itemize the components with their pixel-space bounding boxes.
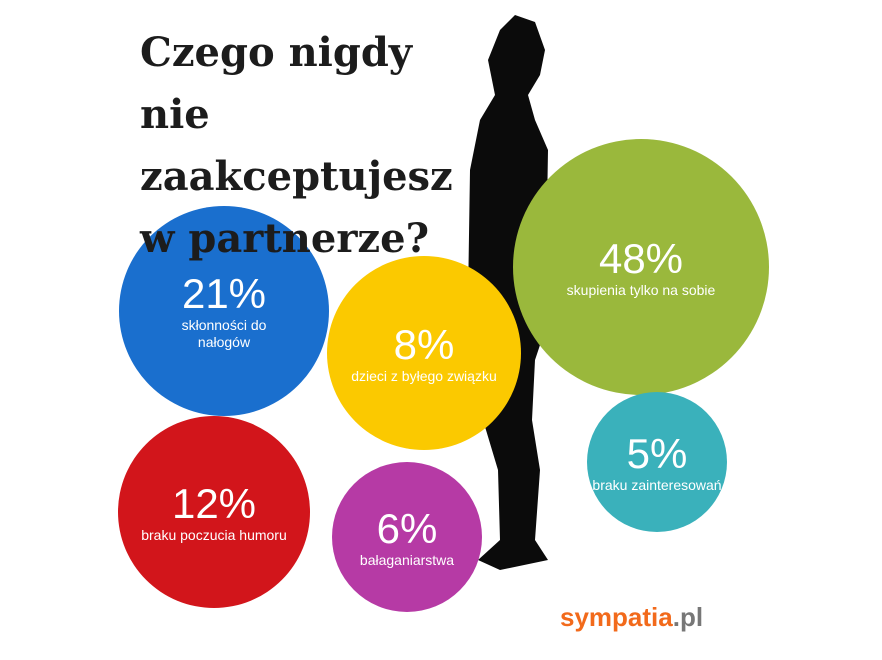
value-label: 6% [376, 504, 438, 552]
value-label: 12% [171, 479, 257, 527]
bubble [118, 416, 310, 608]
value-label: 48% [598, 234, 684, 282]
bubble-text: 12% braku poczucia humoru [124, 479, 304, 544]
category-label: dzieci z byłego związku [351, 367, 497, 384]
category-label: skłonności do nałogów [181, 317, 267, 350]
bubble [119, 206, 329, 416]
bubble [327, 256, 521, 450]
bubble [513, 139, 769, 395]
logo-suffix: .pl [672, 602, 704, 632]
silhouette [468, 15, 548, 570]
bubble-text: 6% bałaganiarstwa [337, 504, 477, 569]
category-label: braku poczucia humoru [141, 526, 287, 543]
bubble-text: 8% dzieci z byłego związku [334, 320, 514, 385]
logo-name: sympatia [560, 602, 673, 632]
bubble [332, 462, 482, 612]
value-label: 8% [393, 320, 455, 368]
bubble-text: 48% skupienia tylko na sobie [521, 234, 761, 299]
category-label: skupienia tylko na sobie [566, 281, 716, 298]
category-label: bałaganiarstwa [359, 551, 455, 568]
category-label: braku zainteresowań [592, 476, 722, 493]
value-label: 5% [626, 429, 688, 477]
value-label: 21% [181, 270, 267, 317]
chart-title: Czego nigdy nie zaakceptujesz w partnerz… [140, 29, 453, 262]
bubble-text: 21% skłonności do nałogów [159, 271, 289, 351]
logo: sympatia.pl [560, 602, 703, 633]
bubble [587, 392, 727, 532]
bubble-text: 5% braku zainteresowań [587, 429, 727, 494]
